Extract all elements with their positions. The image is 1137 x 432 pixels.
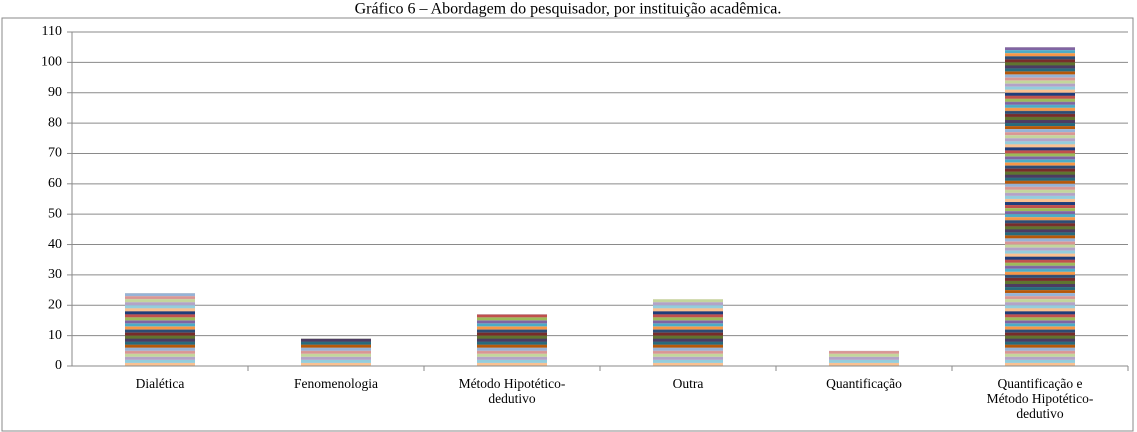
- x-tick-label: Fenomenologia: [294, 376, 378, 391]
- y-tick-label: 110: [42, 24, 62, 39]
- y-tick-label: 10: [48, 328, 62, 343]
- y-tick-label: 90: [48, 85, 62, 100]
- y-tick-label: 20: [48, 297, 62, 312]
- y-tick-label: 50: [48, 206, 62, 221]
- y-tick-label: 100: [41, 55, 62, 70]
- y-tick-label: 0: [55, 358, 62, 373]
- y-tick-label: 30: [48, 267, 62, 282]
- bar: [301, 338, 371, 366]
- x-tick-label: Outra: [672, 376, 704, 391]
- chart-title: Gráfico 6 – Abordagem do pesquisador, po…: [355, 1, 782, 18]
- chart-border: [1, 17, 1134, 432]
- y-tick-label: 60: [48, 176, 62, 191]
- y-tick-label: 40: [48, 237, 62, 252]
- y-tick-label: 80: [48, 115, 62, 130]
- bar: [125, 293, 195, 366]
- x-tick-label: Quantificação e Método Hipotético-deduti…: [986, 376, 1094, 421]
- bar: [829, 350, 899, 366]
- y-tick-label: 70: [48, 146, 62, 161]
- x-tick-label: Método Hipotético-dedutivo: [458, 376, 566, 406]
- x-tick-label: Quantificação: [826, 376, 902, 391]
- bar: [653, 299, 723, 366]
- bar: [1005, 47, 1075, 366]
- bar: [477, 314, 547, 366]
- x-tick-label: Dialética: [135, 376, 185, 391]
